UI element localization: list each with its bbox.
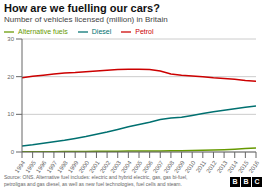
svg-text:10: 10 bbox=[8, 111, 15, 117]
svg-text:2007: 2007 bbox=[152, 159, 165, 174]
svg-text:2013: 2013 bbox=[215, 159, 229, 174]
html-text:Source: ONS. Alternative fuel: Source: ONS. Alternative fuel includes: … bbox=[4, 174, 188, 187]
svg-text:30: 30 bbox=[8, 36, 15, 42]
svg-text:2001: 2001 bbox=[88, 159, 101, 174]
html-text:Number of vehicles licensed (m: Number of vehicles licensed (million) in… bbox=[4, 15, 168, 24]
svg-text:20: 20 bbox=[8, 74, 15, 80]
svg-text:2015: 2015 bbox=[237, 159, 250, 174]
svg-text:0: 0 bbox=[11, 149, 15, 155]
svg-text:2016: 2016 bbox=[248, 159, 258, 174]
svg-text:1997: 1997 bbox=[45, 159, 59, 174]
svg-text:2005: 2005 bbox=[130, 159, 144, 174]
html-text:How are we fuelling our cars?: How are we fuelling our cars? bbox=[4, 2, 160, 14]
svg-text:2011: 2011 bbox=[194, 159, 208, 174]
svg-text:1998: 1998 bbox=[56, 159, 69, 174]
svg-text:2014: 2014 bbox=[226, 159, 239, 174]
html-text:Alternative fuels: Alternative fuels bbox=[18, 28, 68, 35]
svg-text:1996: 1996 bbox=[35, 159, 48, 174]
svg-text:2002: 2002 bbox=[98, 159, 112, 174]
html-text:B: B bbox=[232, 178, 238, 185]
svg-text:2012: 2012 bbox=[205, 159, 218, 174]
html-text:B: B bbox=[243, 178, 249, 185]
svg-text:2003: 2003 bbox=[109, 159, 122, 174]
svg-text:1994: 1994 bbox=[13, 159, 27, 174]
svg-text:2004: 2004 bbox=[120, 159, 133, 174]
svg-text:2006: 2006 bbox=[141, 159, 154, 174]
svg-text:2000: 2000 bbox=[77, 159, 91, 174]
svg-text:2008: 2008 bbox=[162, 159, 176, 174]
svg-text:1995: 1995 bbox=[24, 159, 37, 174]
svg-text:1999: 1999 bbox=[66, 159, 80, 174]
html-text:C: C bbox=[254, 178, 260, 185]
svg-text:2009: 2009 bbox=[173, 159, 186, 174]
html-text:Petrol: Petrol bbox=[135, 28, 154, 35]
html-text:Diesel: Diesel bbox=[91, 28, 112, 35]
svg-text:2010: 2010 bbox=[184, 159, 197, 174]
